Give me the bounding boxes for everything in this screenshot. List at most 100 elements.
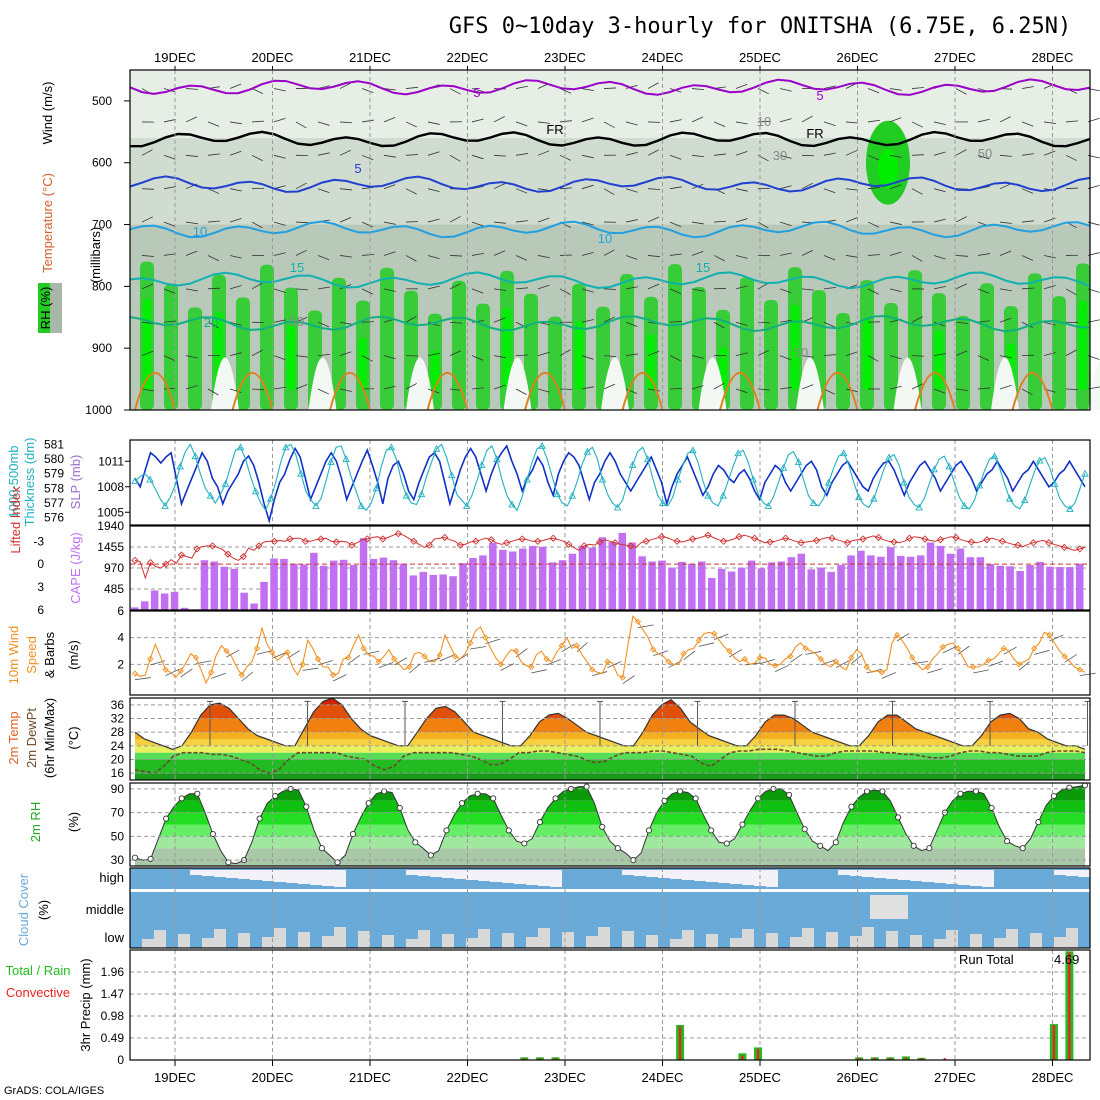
- panel-frame: [129, 69, 1091, 411]
- li-tick-label: 0: [37, 557, 44, 571]
- wind-barb: [955, 216, 967, 223]
- thickness-marker: [372, 484, 381, 492]
- precip-convective-bar: [1068, 952, 1071, 1060]
- wind-barb: [581, 117, 594, 123]
- cape-bar: [220, 566, 228, 610]
- cape-bar: [1046, 566, 1054, 610]
- precip-convective-bar: [904, 1057, 908, 1060]
- wind-speed-marker: [177, 667, 184, 675]
- temp-band: [135, 739, 1085, 746]
- wind-speed-marker: [909, 654, 916, 661]
- wind-speed-marker: [924, 663, 931, 671]
- thickness-marker: [1005, 494, 1014, 502]
- wind-barb: [361, 88, 374, 94]
- low-cloud-block: [334, 927, 346, 948]
- wind-barb: [669, 119, 682, 123]
- low-cloud-block: [766, 933, 778, 948]
- wind-barb: [383, 184, 396, 190]
- wind-barb: [779, 118, 792, 123]
- low-cloud-block: [382, 935, 394, 948]
- lifted-index-marker: [596, 538, 604, 546]
- high-cloud-gap: [202, 870, 214, 876]
- wind-barb: [405, 316, 417, 323]
- lifted-index-marker: [781, 534, 790, 542]
- high-cloud-gap: [766, 870, 778, 887]
- wind-barb: [669, 253, 682, 256]
- wind-barb: [889, 355, 902, 360]
- precip-convective-bar: [678, 1026, 682, 1060]
- thickness-marker: [342, 455, 350, 463]
- lifted-index-marker: [704, 531, 712, 539]
- lifted-index-marker: [1045, 539, 1053, 547]
- lifted-index-marker: [719, 537, 728, 545]
- precip-convective-bar: [858, 1057, 861, 1060]
- thickness-marker: [553, 490, 561, 498]
- low-cloud-block: [322, 936, 334, 948]
- wind-barb: [779, 88, 792, 92]
- lifted-index-marker: [1060, 543, 1068, 552]
- wind-speed-marker: [223, 647, 230, 655]
- wind-barb: [493, 288, 506, 291]
- cape-bar: [389, 560, 398, 610]
- low-cloud-block: [706, 934, 718, 948]
- wind-10m-barb: [912, 660, 929, 665]
- wind-barb: [647, 255, 660, 258]
- rh-marker: [801, 826, 808, 833]
- wind-speed-marker: [771, 662, 779, 669]
- thickness-marker: [870, 494, 878, 502]
- rh-marker: [832, 839, 839, 846]
- thickness-marker: [960, 502, 969, 509]
- warm-contour-25: [816, 372, 859, 411]
- high-cloud-gap: [310, 870, 322, 885]
- wind-speed-marker: [512, 647, 520, 655]
- high-cloud-gap: [970, 870, 982, 886]
- wind-barb: [515, 388, 527, 395]
- wind-speed-marker: [985, 657, 992, 664]
- thickness-marker: [900, 478, 908, 486]
- lifted-index-marker: [735, 533, 743, 541]
- wind-barb: [141, 255, 154, 257]
- rh-moist-column: [1028, 273, 1042, 410]
- cape-bar: [1056, 567, 1064, 610]
- rh-marker: [209, 830, 216, 838]
- wind-speed-marker: [345, 654, 352, 661]
- wind-barb: [339, 82, 351, 89]
- rh-saturated-patch: [878, 148, 898, 189]
- lifted-index-marker: [518, 535, 526, 543]
- wind-barb: [647, 350, 660, 356]
- wind-speed-marker: [970, 663, 977, 671]
- cape-bar: [1036, 561, 1044, 610]
- wind-barb: [1065, 288, 1077, 296]
- panel-frame: [129, 782, 1091, 867]
- rh-marker: [521, 840, 528, 847]
- cape-bar: [897, 555, 905, 610]
- wind-barb: [537, 351, 550, 356]
- cape-bar: [449, 576, 457, 610]
- cape-bar: [180, 607, 189, 610]
- cape-bar: [459, 563, 467, 610]
- rh-marker: [381, 788, 388, 795]
- wind-barb: [141, 388, 154, 392]
- warm-contour-25: [426, 372, 469, 411]
- wind-barb: [515, 188, 528, 194]
- high-cloud-gap: [742, 870, 754, 885]
- wind-barb: [339, 121, 352, 124]
- low-cloud-block: [826, 932, 838, 948]
- wind-10m-barb: [531, 669, 547, 674]
- wind-speed-marker: [269, 649, 276, 656]
- top-date-label: 19DEC: [154, 50, 196, 65]
- wind-barb: [229, 217, 242, 223]
- cloud-axis-label-1: Cloud Cover: [16, 873, 31, 946]
- thickness-marker: [402, 491, 411, 499]
- cape-bar: [976, 557, 985, 610]
- lifted-index-marker: [642, 537, 650, 545]
- wind-barb: [581, 184, 594, 190]
- cape-bar: [1026, 565, 1034, 610]
- lifted-index-marker: [967, 538, 976, 546]
- wind-barb: [427, 188, 440, 192]
- wind-barb: [625, 286, 638, 290]
- precip-convective-bar: [538, 1058, 542, 1060]
- lifted-index-marker: [224, 550, 232, 558]
- temp-band: [135, 704, 1085, 719]
- wind-barb: [735, 285, 748, 290]
